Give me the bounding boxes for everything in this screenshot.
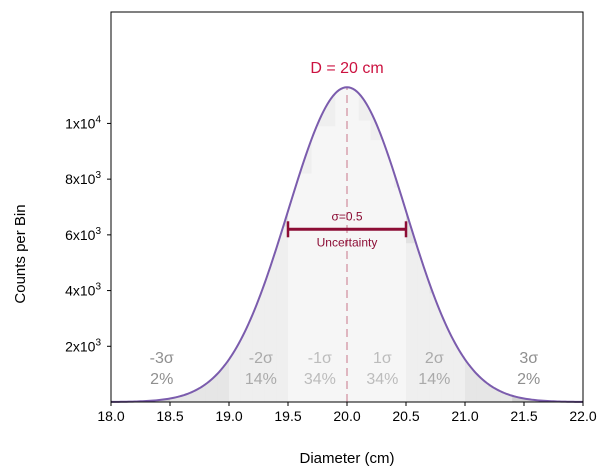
shade-outer-left (111, 359, 229, 402)
band-sigma-label-3: 1σ (373, 350, 392, 367)
histogram-bar-14 (335, 87, 347, 403)
x-tick-label-3: 19.5 (274, 408, 301, 424)
band-percent-label-5: 2% (517, 371, 540, 388)
histogram-bar-28 (500, 392, 513, 402)
band-percent-label-1: 14% (245, 371, 277, 388)
histogram-bar-25 (465, 337, 477, 402)
y-tick-label-3: 8x103 (65, 170, 101, 187)
uncertainty-label: Uncertainty (317, 235, 378, 249)
band-sigma-label-1: -2σ (249, 350, 273, 367)
x-tick-label-7: 21.5 (510, 408, 537, 424)
axis-ticks: 18.0 18.5 19.0 19.5 20.0 20.5 21.0 21.5 22.0 2x10… (65, 114, 597, 424)
histogram-bar-3 (205, 372, 218, 402)
histogram-bar-4 (217, 352, 229, 402)
histogram-bar-23 (441, 293, 454, 402)
shade-outer-right (465, 359, 583, 402)
histogram-bar-17 (370, 140, 383, 402)
band-sigma-label-0: -3σ (150, 350, 174, 367)
histogram-bar-26 (476, 363, 489, 402)
x-tick-label-0: 18.0 (97, 408, 124, 424)
histogram-bar-6 (240, 271, 253, 402)
band-percent-label-0: 2% (150, 371, 173, 388)
x-tick-label-2: 19.0 (215, 408, 242, 424)
histogram-bar-27 (488, 386, 501, 402)
histogram-bar-19 (394, 187, 406, 402)
histogram-bar-13 (323, 126, 336, 403)
gaussian-curve (110, 86, 584, 403)
y-tick-label-0: 2x103 (65, 337, 101, 354)
x-tick-label-5: 20.5 (392, 408, 419, 424)
mean-annotation: D = 20 cm (310, 60, 383, 77)
x-tick-label-6: 21.0 (451, 408, 478, 424)
histogram-bar-2 (193, 385, 206, 402)
histogram-bar-9 (276, 226, 288, 402)
y-axis-label: Counts per Bin (12, 204, 29, 303)
band-sigma-label-4: 2σ (425, 350, 444, 367)
uncertainty-sigma-label: σ=0.5 (331, 209, 362, 223)
band-percent-label-3: 34% (366, 371, 398, 388)
y-tick-label-2: 6x103 (65, 226, 101, 243)
histogram-bar-22 (429, 293, 442, 402)
x-tick-label-8: 22.0 (569, 408, 596, 424)
histogram-bar-21 (417, 243, 430, 402)
x-tick-label-4: 20.0 (333, 408, 360, 424)
histogram-bar-24 (453, 337, 465, 402)
x-tick-label-1: 18.5 (156, 408, 183, 424)
histogram-bar-16 (358, 120, 371, 402)
gaussian-curve-layer (110, 86, 584, 403)
histogram-bar-7 (252, 271, 265, 402)
histogram-bar-8 (264, 226, 277, 402)
histogram-bar-20 (406, 243, 418, 402)
y-tick-label-4: 1x104 (65, 114, 101, 131)
band-sigma-label-5: 3σ (519, 350, 538, 367)
band-percent-label-2: 34% (304, 371, 336, 388)
histogram-bar-18 (382, 140, 395, 402)
histogram-bar-10 (288, 173, 300, 402)
annotations: D = 20 cm σ=0.5 Uncertainty -3σ 2% -2σ 14% -1σ 3… (150, 60, 541, 388)
x-axis-label: Diameter (cm) (299, 450, 394, 467)
histogram-bar-11 (299, 173, 312, 402)
histogram-bar-5 (229, 319, 241, 402)
histogram-bar-12 (311, 126, 324, 403)
band-percent-label-4: 14% (418, 371, 450, 388)
y-tick-label-1: 4x103 (65, 282, 101, 299)
band-sigma-label-2: -1σ (308, 350, 332, 367)
histogram-bar-15 (347, 87, 359, 403)
